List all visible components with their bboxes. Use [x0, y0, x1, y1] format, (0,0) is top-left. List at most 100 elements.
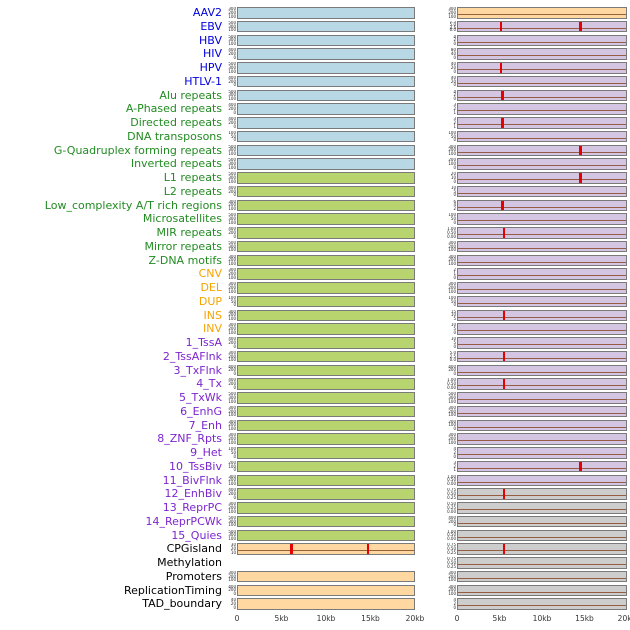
- y-tick-label: 15: [450, 309, 456, 314]
- y-tick-label: 100: [228, 247, 236, 253]
- track-row: 11_BivFlnk 300 200 100 1.00 0.50 0.00: [0, 474, 630, 488]
- y-tick-label: 0: [453, 371, 456, 376]
- y-tick-label: 100: [228, 219, 236, 225]
- y-axis-ticks: 300 200 100: [223, 420, 238, 432]
- row-label: EBV: [200, 19, 222, 33]
- y-tick-label: 6: [453, 199, 456, 204]
- y-tick-label: 1: [453, 271, 456, 277]
- y-tick-label: 300: [228, 502, 236, 506]
- x-axis-tick-label: 0: [454, 614, 460, 623]
- y-axis-ticks: 400 200 0: [223, 186, 238, 198]
- y-tick-label: 300: [228, 243, 236, 249]
- y-tick-label: 300: [228, 23, 236, 29]
- y-axis-ticks: 1.00 0.50 0.00: [443, 475, 458, 487]
- row-label: 15_Quies: [171, 528, 222, 542]
- y-tick-label: 300: [228, 474, 236, 479]
- y-tick-label: 300: [228, 419, 236, 424]
- y-tick-label: 0.00: [447, 384, 456, 390]
- track-panel: [457, 309, 627, 321]
- y-tick-label: 100: [448, 422, 456, 428]
- y-tick-label: 10: [450, 337, 456, 341]
- track-panel: [457, 7, 627, 19]
- track-row: MIR repeats 400 200 0 1.00 0.50 0.00: [0, 226, 630, 240]
- y-tick-label: 0: [453, 164, 456, 170]
- track-panel: [237, 350, 415, 363]
- y-tick-label: 10: [450, 185, 456, 190]
- track-panel: [457, 557, 627, 569]
- y-axis-ticks: 40 20 0: [443, 76, 458, 88]
- track-panel: [237, 295, 415, 308]
- y-axis-ticks: 300 200 100: [443, 585, 458, 597]
- y-tick-label: 100: [228, 288, 236, 294]
- row-label: 7_Enh: [188, 418, 222, 432]
- signal-baseline: [458, 564, 626, 565]
- track-row: ReplicationTiming 400 200 0 300 200 100: [0, 584, 630, 598]
- peak-mark: [501, 118, 504, 128]
- y-tick-label: 300: [448, 433, 456, 438]
- row-label: HBV: [198, 33, 222, 47]
- signal-baseline: [458, 110, 626, 112]
- peak-mark: [501, 90, 504, 100]
- y-tick-label: 200: [228, 381, 236, 387]
- track-row: 10_TssBiv 200 100 0 3 2 1: [0, 460, 630, 474]
- track-panel: [457, 433, 627, 445]
- y-axis-ticks: 300 200 100: [443, 406, 458, 418]
- track-row: HTLV-1 400 200 0 40 20 0: [0, 75, 630, 89]
- track-row: INS 300 200 100 15 10 5: [0, 309, 630, 323]
- y-tick-label: 50: [230, 449, 236, 455]
- y-tick-label: 0: [453, 192, 456, 198]
- y-axis-ticks: 0.50 0.25 0.00: [443, 502, 458, 514]
- y-tick-label: 2.5: [449, 24, 456, 30]
- x-axis-tick-label: 15kb: [575, 614, 594, 623]
- y-axis-ticks: 30 20 10: [223, 543, 238, 555]
- track-panel: [237, 515, 415, 528]
- y-tick-label: 200: [448, 9, 456, 15]
- track-panel: [237, 227, 415, 239]
- y-tick-label: 500: [228, 20, 236, 25]
- y-tick-label: 400: [228, 337, 236, 341]
- y-tick-label: 300: [228, 350, 236, 355]
- track-panel: [457, 570, 627, 583]
- y-tick-label: 400: [228, 75, 236, 80]
- track-panel: [457, 199, 627, 211]
- y-tick-label: 300: [228, 309, 236, 314]
- signal-baseline: [458, 96, 626, 98]
- x-axis-tick-label: 5kb: [492, 614, 507, 623]
- signal-baseline: [458, 275, 626, 277]
- track-panel: [237, 75, 415, 88]
- y-tick-label: 200: [228, 202, 236, 208]
- y-tick-label: 0: [233, 54, 236, 60]
- y-tick-label: 300: [228, 532, 236, 538]
- y-tick-label: 10: [450, 312, 456, 318]
- y-tick-label: 50: [450, 133, 456, 139]
- signal-baseline: [458, 481, 626, 483]
- track-panel: [457, 488, 627, 500]
- y-tick-label: 500: [228, 172, 236, 176]
- signal-baseline: [458, 344, 626, 345]
- y-axis-ticks: 100 50 0: [443, 213, 458, 225]
- y-tick-label: 100: [228, 206, 236, 211]
- y-tick-label: 200: [228, 326, 236, 332]
- y-tick-label: 100: [228, 316, 236, 321]
- y-tick-label: 10: [450, 323, 456, 328]
- y-tick-label: 200: [228, 257, 236, 263]
- y-axis-ticks: 400 200 0: [223, 103, 238, 115]
- y-tick-label: 100: [228, 151, 236, 156]
- track-panel: [237, 213, 415, 225]
- y-tick-label: 100: [228, 439, 236, 445]
- track-panel: [237, 433, 415, 445]
- y-axis-ticks: 300 200 100: [223, 310, 238, 322]
- y-tick-label: 100: [448, 439, 456, 445]
- track-panel: [457, 529, 627, 541]
- signal-baseline: [458, 234, 626, 235]
- y-tick-label: 200: [448, 573, 456, 579]
- track-row: 2_TssAFlnk 300 200 100 5.0 2.5 0.0: [0, 350, 630, 364]
- y-tick-label: 100: [228, 522, 236, 528]
- track-panel: [457, 103, 627, 115]
- y-tick-label: 5: [453, 188, 456, 194]
- row-label: DUP: [198, 294, 222, 308]
- y-tick-label: 2: [453, 463, 456, 469]
- signal-baseline: [458, 69, 626, 70]
